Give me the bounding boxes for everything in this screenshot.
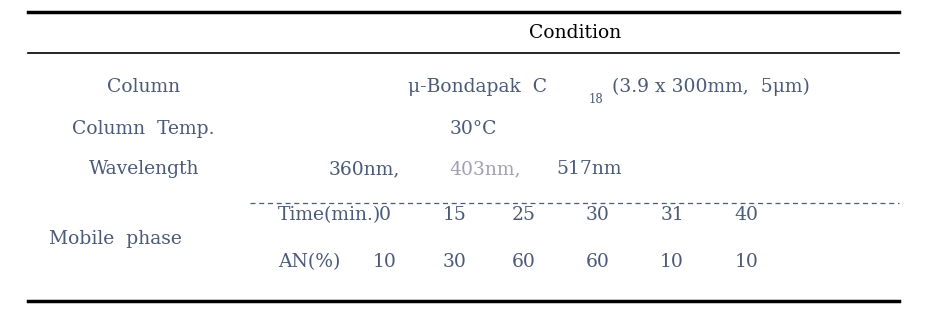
Text: 10: 10: [734, 253, 758, 271]
Text: 30: 30: [586, 206, 610, 224]
Text: 60: 60: [512, 253, 536, 271]
Text: Wavelength: Wavelength: [88, 160, 199, 178]
Text: 60: 60: [586, 253, 610, 271]
Text: 30°C: 30°C: [450, 120, 497, 138]
Text: 360nm,: 360nm,: [329, 160, 400, 178]
Text: 30: 30: [442, 253, 466, 271]
Text: 25: 25: [512, 206, 536, 224]
Text: Column  Temp.: Column Temp.: [72, 120, 215, 138]
Text: 517nm: 517nm: [556, 160, 622, 178]
Text: 15: 15: [442, 206, 466, 224]
Text: 403nm,: 403nm,: [450, 160, 521, 178]
Text: 18: 18: [589, 93, 603, 106]
Text: Column: Column: [108, 78, 180, 96]
Text: (3.9 x 300mm,  5μm): (3.9 x 300mm, 5μm): [612, 78, 809, 96]
Text: AN(%): AN(%): [278, 253, 340, 271]
Text: Condition: Condition: [528, 24, 621, 42]
Text: 31: 31: [660, 206, 684, 224]
Text: 10: 10: [373, 253, 397, 271]
Text: 0: 0: [379, 206, 390, 224]
Text: Time(min.): Time(min.): [278, 206, 381, 224]
Text: 40: 40: [734, 206, 758, 224]
Text: μ-Bondapak  C: μ-Bondapak C: [408, 78, 547, 96]
Text: Mobile  phase: Mobile phase: [49, 230, 183, 248]
Text: 10: 10: [660, 253, 684, 271]
